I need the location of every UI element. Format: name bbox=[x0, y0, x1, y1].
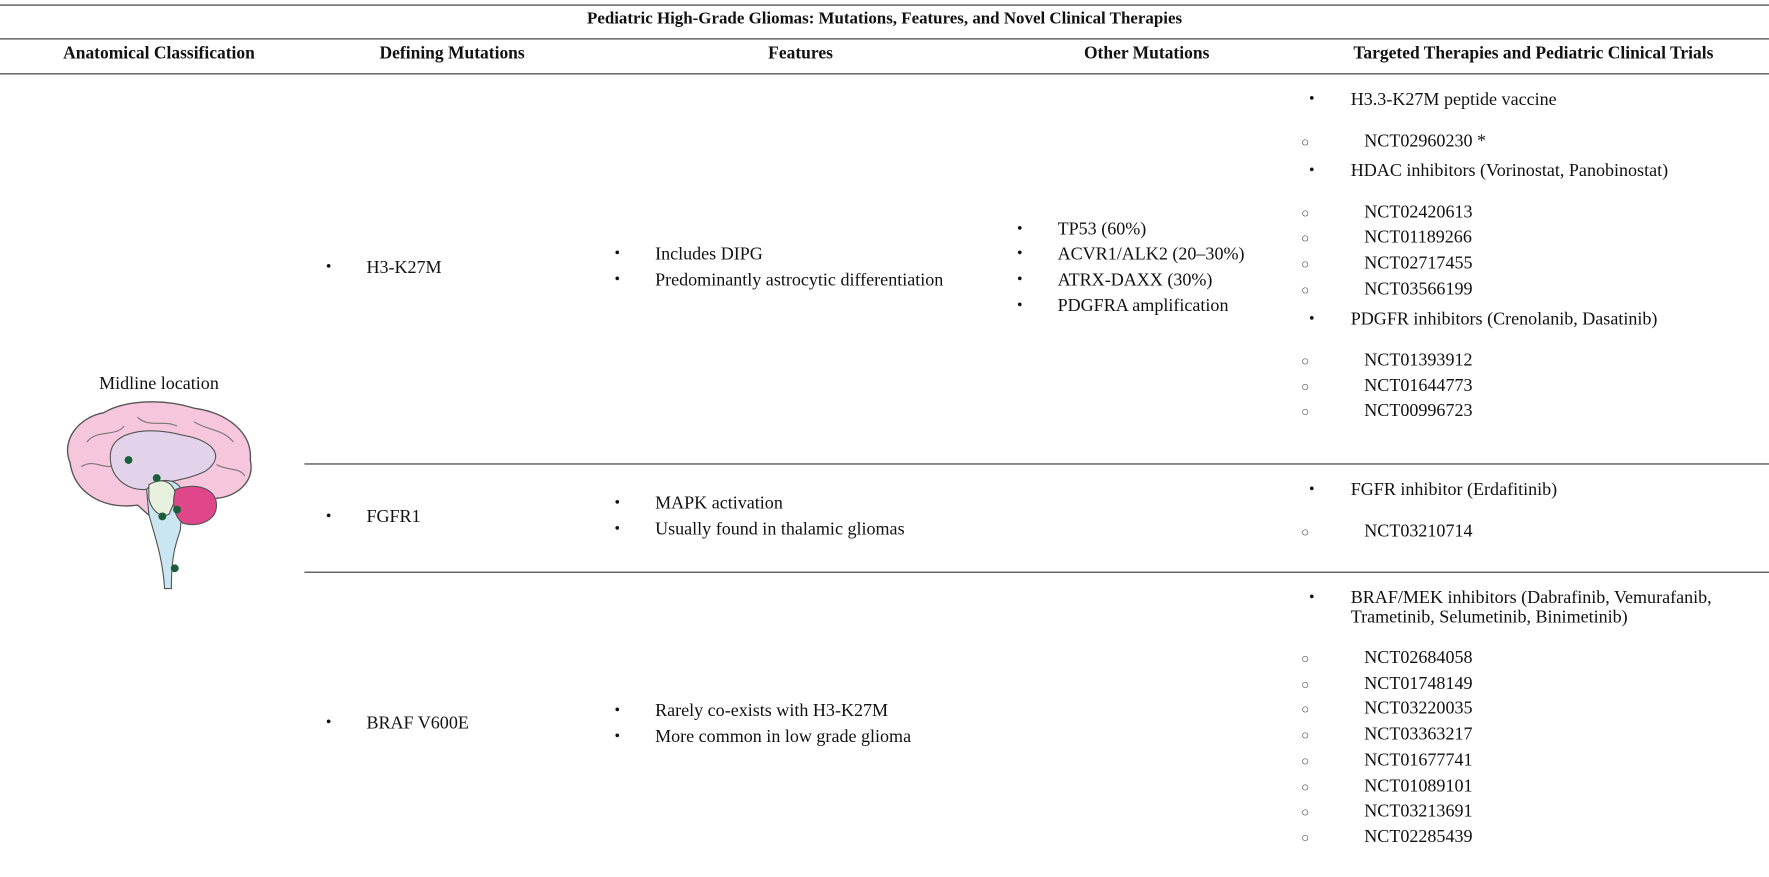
rule bbox=[0, 73, 1769, 75]
mutation: FGFR1 bbox=[326, 505, 591, 531]
mutation-cell: FGFR1 bbox=[326, 463, 591, 571]
other-mutation: PDGFRA amplification bbox=[1017, 294, 1295, 320]
table-title: Pediatric High-Grade Gliomas: Mutations,… bbox=[586, 10, 1183, 29]
features-cell: MAPK activationUsually found in thalamic… bbox=[614, 463, 1005, 571]
features-cell: Rarely co-exists with H3-K27MMore common… bbox=[614, 572, 1005, 877]
mutation-cell: H3-K27M bbox=[326, 73, 591, 463]
trial-id: NCT03363217 bbox=[1301, 723, 1769, 749]
therapies-cell: H3.3-K27M peptide vaccine NCT02960230 * HD… bbox=[1301, 83, 1769, 425]
therapy: PDGFR inhibitors (Crenolanib, Dasatinib) bbox=[1309, 310, 1769, 330]
mutation: BRAF V600E bbox=[326, 712, 591, 738]
trial-id: NCT01677741 bbox=[1301, 748, 1769, 774]
feature: Predominantly astrocytic differentiation bbox=[614, 268, 1005, 294]
column-header: Other Mutations bbox=[1083, 43, 1210, 64]
features-cell: Includes DIPGPredominantly astrocytic di… bbox=[614, 73, 1005, 463]
row-rule bbox=[304, 463, 1769, 465]
column-header: Features bbox=[768, 43, 833, 64]
trial-id: NCT01748149 bbox=[1301, 672, 1769, 698]
other-mutation: ATRX-DAXX (30%) bbox=[1017, 268, 1295, 294]
other-mutations-cell bbox=[1058, 572, 1295, 877]
classification-label: Midline location bbox=[99, 374, 219, 394]
column-header: Defining Mutations bbox=[379, 43, 525, 64]
feature: Rarely co-exists with H3-K27M bbox=[614, 699, 1005, 725]
trial-id: NCT00996723 bbox=[1301, 400, 1769, 426]
therapy: BRAF/MEK inhibitors (Dabrafinib, Vemuraf… bbox=[1309, 589, 1769, 627]
trial-id: NCT03213691 bbox=[1301, 800, 1769, 826]
rule bbox=[0, 38, 1769, 40]
therapy: FGFR inhibitor (Erdafitinib) bbox=[1309, 481, 1769, 500]
therapies-cell: BRAF/MEK inhibitors (Dabrafinib, Vemuraf… bbox=[1301, 582, 1769, 851]
trial-id: NCT02960230 * bbox=[1301, 129, 1769, 155]
trial-id: NCT02717455 bbox=[1301, 252, 1769, 278]
rule bbox=[0, 4, 1769, 6]
trial-id: NCT01393912 bbox=[1301, 348, 1769, 374]
feature: More common in low grade glioma bbox=[614, 724, 1005, 750]
other-mutations-cell bbox=[1058, 463, 1295, 571]
trial-id: NCT01644773 bbox=[1301, 374, 1769, 400]
trial-id: NCT03220035 bbox=[1301, 697, 1769, 723]
trial-id: NCT03566199 bbox=[1301, 277, 1769, 303]
trial-id: NCT01089101 bbox=[1301, 774, 1769, 800]
row-rule bbox=[304, 571, 1769, 573]
trial-id: NCT02285439 bbox=[1301, 825, 1769, 851]
feature: MAPK activation bbox=[614, 492, 1005, 518]
mutation: H3-K27M bbox=[326, 256, 591, 282]
feature: Usually found in thalamic gliomas bbox=[614, 518, 1005, 544]
therapy: HDAC inhibitors (Vorinostat, Panobinosta… bbox=[1309, 162, 1769, 182]
trial-id: NCT03210714 bbox=[1301, 519, 1769, 545]
trial-id: NCT02684058 bbox=[1301, 646, 1769, 672]
therapies-cell: FGFR inhibitor (Erdafitinib) NCT03210714 bbox=[1301, 474, 1769, 545]
therapy: H3.3-K27M peptide vaccine bbox=[1309, 91, 1769, 110]
other-mutation: TP53 (60%) bbox=[1017, 217, 1295, 243]
other-mutations-cell: TP53 (60%)ACVR1/ALK2 (20–30%)ATRX-DAXX (… bbox=[1017, 73, 1295, 463]
feature: Includes DIPG bbox=[614, 243, 1005, 269]
trial-id: NCT01189266 bbox=[1301, 226, 1769, 252]
trial-id: NCT02420613 bbox=[1301, 200, 1769, 226]
brain-illustration bbox=[67, 401, 252, 590]
column-header: Targeted Therapies and Pediatric Clinica… bbox=[1353, 43, 1714, 64]
other-mutation: ACVR1/ALK2 (20–30%) bbox=[1017, 243, 1295, 269]
column-header: Anatomical Classification bbox=[63, 43, 255, 64]
mutation-cell: BRAF V600E bbox=[326, 572, 591, 877]
